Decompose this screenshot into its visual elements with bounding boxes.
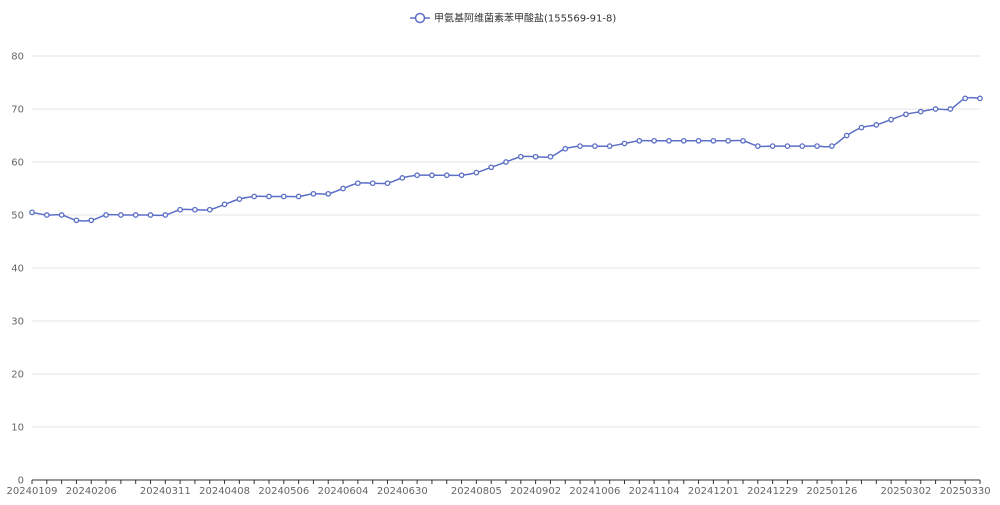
data-point[interactable]: [754, 143, 761, 149]
data-point[interactable]: [295, 193, 302, 200]
data-point[interactable]: [221, 201, 228, 208]
data-point[interactable]: [177, 206, 183, 213]
data-point[interactable]: [58, 212, 65, 218]
x-tick-label: 20250302: [880, 486, 931, 497]
data-point[interactable]: [384, 180, 391, 187]
y-tick-label: 30: [11, 317, 24, 328]
data-point[interactable]: [132, 212, 139, 218]
data-point[interactable]: [829, 143, 835, 149]
data-point[interactable]: [814, 143, 820, 149]
y-tick-label: 20: [11, 370, 24, 381]
data-point[interactable]: [977, 95, 983, 102]
data-point[interactable]: [577, 143, 583, 149]
data-point[interactable]: [355, 180, 361, 187]
y-axis-ticks: 0 10 20 30 40 50 60 70 80: [11, 52, 24, 487]
data-point[interactable]: [769, 143, 776, 149]
data-point[interactable]: [236, 196, 243, 202]
legend-circle-icon: [414, 12, 426, 24]
data-point[interactable]: [414, 172, 420, 179]
data-point[interactable]: [473, 169, 480, 176]
x-tick-label: 20240604: [318, 486, 369, 497]
data-point[interactable]: [947, 106, 954, 112]
data-point[interactable]: [858, 124, 865, 131]
x-tick-label: 20240206: [66, 486, 117, 497]
data-point[interactable]: [651, 137, 657, 144]
x-tick-label: 20240630: [377, 486, 428, 497]
data-point[interactable]: [399, 175, 406, 181]
data-point[interactable]: [666, 137, 672, 144]
data-point[interactable]: [888, 116, 894, 123]
y-tick-label: 60: [11, 158, 24, 169]
y-tick-label: 40: [11, 264, 24, 275]
data-point[interactable]: [592, 143, 598, 149]
data-point[interactable]: [562, 145, 569, 152]
data-point[interactable]: [488, 164, 495, 171]
y-tick-label: 10: [11, 423, 24, 434]
x-tick-label: 20250330: [940, 486, 991, 497]
data-point[interactable]: [340, 185, 346, 192]
data-point[interactable]: [695, 137, 702, 144]
x-tick-label: 20241104: [629, 486, 680, 497]
data-point[interactable]: [118, 212, 124, 218]
data-point[interactable]: [88, 217, 95, 224]
grid-lines: [32, 55, 980, 428]
data-point[interactable]: [280, 193, 287, 200]
data-point[interactable]: [103, 212, 109, 218]
legend[interactable]: 甲氨基阿维菌素苯甲酸盐(155569-91-8): [410, 12, 616, 25]
data-point[interactable]: [962, 95, 969, 102]
data-point[interactable]: [251, 193, 258, 200]
data-point[interactable]: [162, 212, 169, 218]
y-tick-label: 70: [11, 105, 24, 116]
data-point[interactable]: [192, 206, 198, 213]
data-point[interactable]: [206, 206, 213, 213]
data-point[interactable]: [740, 137, 746, 144]
x-tick-label: 20241006: [569, 486, 620, 497]
data-point[interactable]: [503, 159, 509, 165]
legend-label: 甲氨基阿维菌素苯甲酸盐(155569-91-8): [434, 12, 616, 25]
data-point[interactable]: [29, 209, 35, 216]
data-point[interactable]: [325, 190, 332, 197]
data-point[interactable]: [532, 153, 539, 160]
data-point[interactable]: [310, 190, 317, 197]
data-point[interactable]: [873, 122, 880, 128]
data-point[interactable]: [606, 143, 613, 149]
data-point[interactable]: [725, 137, 732, 144]
y-tick-label: 50: [11, 211, 24, 222]
data-point[interactable]: [710, 137, 717, 144]
data-point[interactable]: [547, 153, 554, 160]
data-point[interactable]: [458, 172, 465, 179]
data-point[interactable]: [932, 106, 939, 112]
x-tick-label: 20250126: [806, 486, 857, 497]
data-point[interactable]: [517, 153, 524, 160]
data-point[interactable]: [680, 137, 687, 144]
x-axis: 20240109 20240206 20240311 20240408 20240506…: [7, 479, 991, 497]
x-tick-label: 20240408: [199, 486, 250, 497]
x-tick-label: 20241201: [688, 486, 739, 497]
series-group: [29, 95, 983, 224]
x-tick-label: 20240311: [140, 486, 191, 497]
x-tick-label: 20241229: [747, 486, 798, 497]
data-point[interactable]: [636, 137, 643, 144]
data-point[interactable]: [917, 108, 924, 115]
y-tick-label: 0: [18, 476, 24, 487]
data-point[interactable]: [799, 143, 806, 149]
y-tick-label: 80: [11, 52, 24, 63]
data-point[interactable]: [429, 172, 435, 179]
x-tick-label: 20240506: [258, 486, 309, 497]
data-point[interactable]: [784, 143, 791, 149]
x-tick-label: 20240109: [7, 486, 58, 497]
data-point[interactable]: [43, 212, 50, 218]
data-point[interactable]: [621, 140, 628, 147]
data-point[interactable]: [903, 111, 909, 118]
x-tick-label: 20240902: [510, 486, 561, 497]
data-point[interactable]: [266, 193, 272, 200]
data-point[interactable]: [843, 132, 850, 139]
x-tick-label: 20240805: [451, 486, 502, 497]
data-point[interactable]: [147, 212, 154, 218]
data-point[interactable]: [369, 180, 376, 187]
data-point[interactable]: [443, 172, 450, 179]
data-point[interactable]: [73, 217, 80, 224]
